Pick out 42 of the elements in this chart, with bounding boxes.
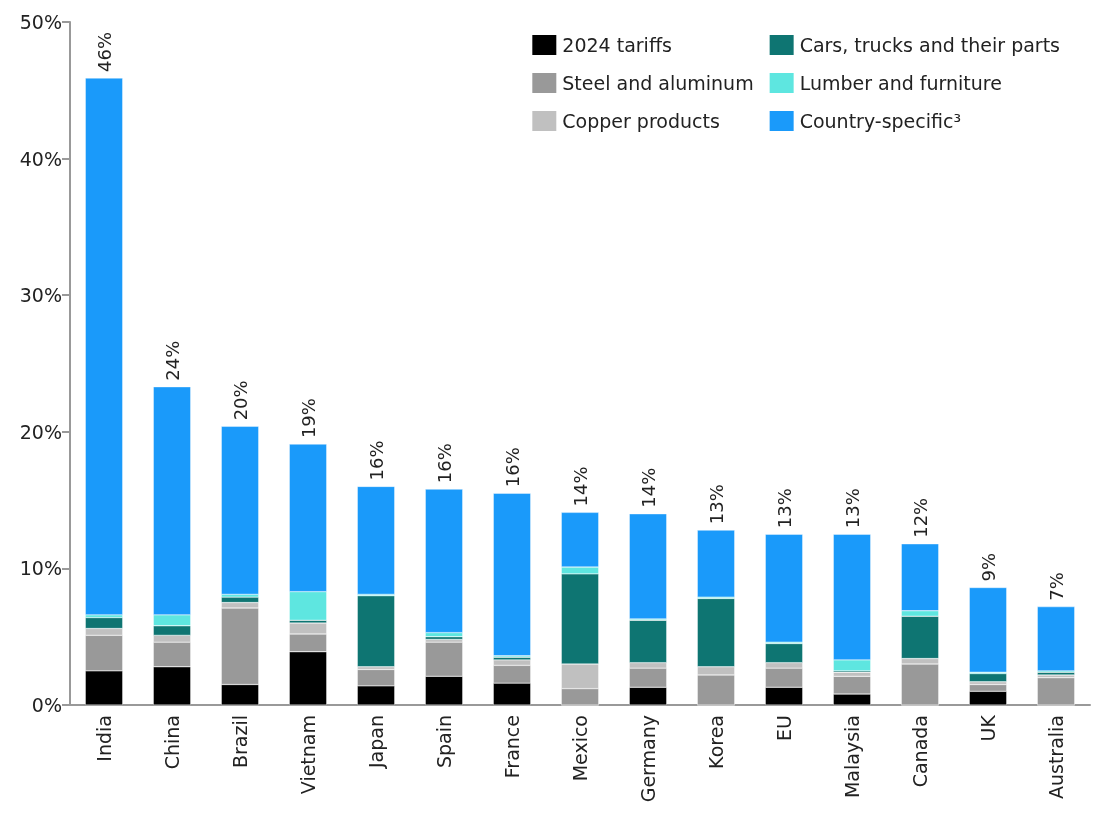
total-label: 24%	[161, 340, 183, 381]
total-label: 16%	[501, 447, 523, 488]
x-tick-label: Spain	[433, 715, 455, 769]
y-tick-label: 10%	[19, 557, 62, 580]
legend-label: Lumber and furniture	[799, 72, 1002, 94]
y-tick-label: 50%	[19, 11, 62, 33]
x-tick-label: Germany	[637, 715, 659, 803]
total-label: 7%	[1045, 572, 1067, 601]
total-label: 14%	[569, 466, 591, 507]
legend-label: Copper products	[562, 110, 720, 132]
x-tick-label: India	[93, 715, 115, 762]
x-tick-label: France	[501, 715, 523, 779]
legend-label: Cars, trucks and their parts	[799, 34, 1061, 56]
x-tick-label: EU	[773, 715, 795, 741]
total-label: 20%	[229, 380, 251, 421]
total-label: 13%	[705, 484, 727, 525]
total-label: 46%	[93, 31, 115, 73]
total-label: 9%	[977, 552, 999, 582]
total-label: 16%	[433, 443, 455, 484]
total-label: 13%	[841, 488, 863, 529]
y-tick-label: 20%	[19, 420, 62, 443]
y-tick-label: 0%	[31, 694, 62, 716]
x-tick-label: Korea	[705, 715, 727, 769]
legend-label: Steel and aluminum	[562, 72, 754, 94]
x-tick-label: Vietnam	[297, 715, 319, 795]
total-label: 12%	[909, 497, 931, 538]
x-tick-label: Malaysia	[841, 715, 863, 799]
x-tick-label: Brazil	[229, 715, 251, 769]
y-tick-label: 40%	[19, 147, 62, 170]
x-tick-label: Mexico	[569, 715, 591, 782]
legend-label: Country-specific³	[799, 110, 962, 132]
x-tick-label: Japan	[365, 715, 387, 769]
x-tick-label: China	[161, 715, 183, 770]
legend-label: 2024 tariffs	[562, 34, 672, 56]
x-tick-label: Canada	[909, 715, 931, 788]
total-label: 14%	[637, 467, 659, 508]
y-tick-label: 30%	[19, 284, 62, 307]
x-tick-label: UK	[977, 714, 999, 742]
total-label: 19%	[297, 398, 319, 439]
x-tick-label: Australia	[1045, 715, 1067, 800]
total-label: 16%	[365, 440, 387, 481]
total-label: 13%	[773, 488, 795, 529]
